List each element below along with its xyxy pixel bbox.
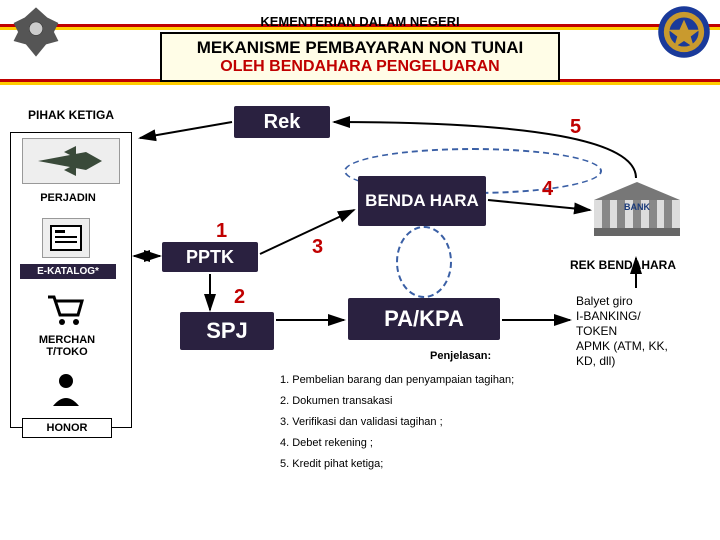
num-4: 4 <box>542 178 553 201</box>
ekatalog-label: E-KATALOG* <box>20 264 116 279</box>
ministry-label: KEMENTERIAN DALAM NEGERI <box>0 14 720 29</box>
penjelasan-item: 1. Pembelian barang dan penyampaian tagi… <box>280 370 514 391</box>
header-stripe <box>0 82 720 85</box>
title-line-1: MEKANISME PEMBAYARAN NON TUNAI <box>170 38 550 58</box>
merchant-label: MERCHAN T/TOKO <box>22 334 112 358</box>
balyet-text: Balyet giro I-BANKING/ TOKEN APMK (ATM, … <box>576 294 706 369</box>
num-2: 2 <box>234 286 245 309</box>
pakpa-box: PA/KPA <box>348 298 500 340</box>
rek-bendahara-label: REK BENDAHARA <box>570 258 676 272</box>
penjelasan-item: 5. Kredit pihat ketiga; <box>280 454 514 475</box>
bank-icon: BANK <box>594 182 680 240</box>
cart-icon <box>42 290 90 330</box>
garuda-emblem-icon <box>8 4 64 60</box>
header: KEMENTERIAN DALAM NEGERI MEKANISME PEMBA… <box>0 0 720 88</box>
balyet-line: TOKEN <box>576 324 706 339</box>
penjelasan-item: 2. Dokumen transakasi <box>280 391 514 412</box>
penjelasan-item: 3. Verifikasi dan validasi tagihan ; <box>280 412 514 433</box>
dash-oval-vert <box>396 226 452 298</box>
pihak-title: PIHAK KETIGA <box>10 108 132 122</box>
num-5: 5 <box>570 116 581 139</box>
catalog-icon <box>42 218 90 258</box>
balyet-line: Balyet giro <box>576 294 706 309</box>
penjelasan-list: 1. Pembelian barang dan penyampaian tagi… <box>280 370 514 474</box>
balyet-line: APMK (ATM, KK, <box>576 339 706 354</box>
honor-label: HONOR <box>22 418 112 438</box>
balyet-line: KD, dll) <box>576 354 706 369</box>
perjadin-label: PERJADIN <box>18 192 118 204</box>
num-1: 1 <box>216 220 227 243</box>
balyet-line: I-BANKING/ <box>576 309 706 324</box>
title-line-2: OLEH BENDAHARA PENGELUARAN <box>170 58 550 76</box>
bendahara-box: BENDA HARA <box>358 176 486 226</box>
jet-icon <box>22 138 120 184</box>
num-3: 3 <box>312 236 323 259</box>
pptk-box: PPTK <box>162 242 258 272</box>
spj-box: SPJ <box>180 312 274 350</box>
penjelasan-title: Penjelasan: <box>430 350 491 362</box>
rek-box: Rek <box>234 106 330 138</box>
person-icon <box>46 370 86 410</box>
ministry-logo-icon <box>656 4 712 60</box>
penjelasan-item: 4. Debet rekening ; <box>280 433 514 454</box>
title-box: MEKANISME PEMBAYARAN NON TUNAI OLEH BEND… <box>160 32 560 82</box>
